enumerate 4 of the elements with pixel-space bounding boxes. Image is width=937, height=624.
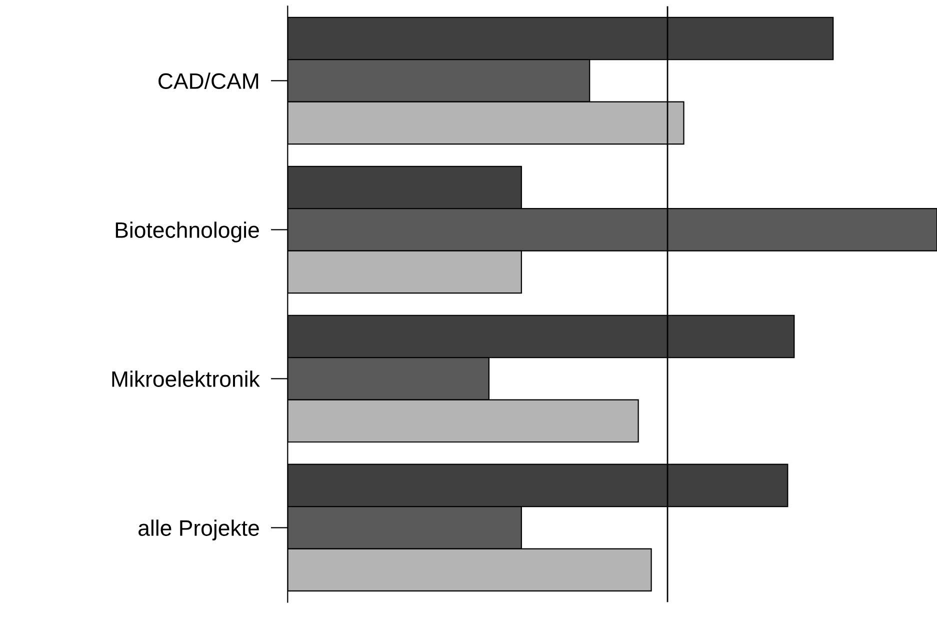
y-tick-label: Mikroelektronik (112, 370, 260, 387)
y-tick-label: alle Projekte (138, 520, 259, 540)
y-tick-label: Biotechnologie (116, 222, 259, 242)
y-tick-label: CAD/CAM (158, 72, 258, 89)
